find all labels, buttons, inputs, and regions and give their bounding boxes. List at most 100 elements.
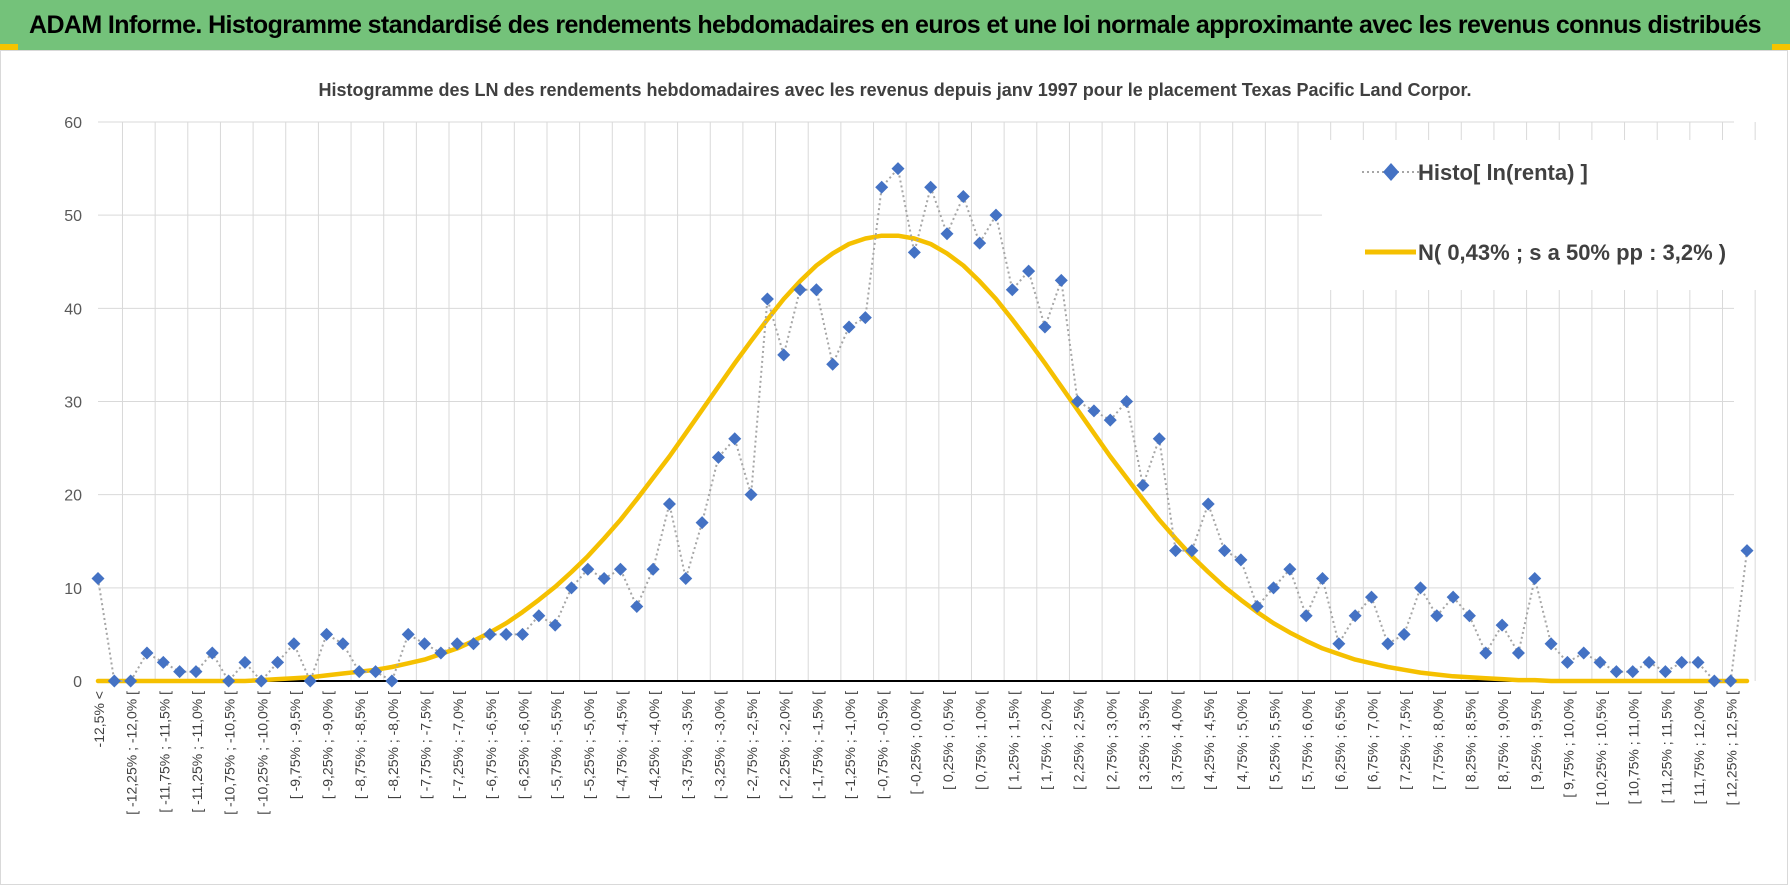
x-tick-label: [ 5,25% ; 5,5% [ [1267,691,1283,790]
histo-point [1413,581,1427,595]
histo-point [107,674,121,688]
x-tick-label: [ -8,75% ; -8,5% [ [352,691,368,799]
legend: Histo[ ln(renta) ] N( 0,43% ; s a 50% pp… [1322,140,1782,290]
chart-frame [0,50,1788,885]
x-tick-label: [ 7,75% ; 8,0% [ [1430,691,1446,790]
x-tick-label: [ 10,25% ; 10,5% [ [1593,691,1609,806]
histo-point [1528,572,1542,586]
histo-point [156,655,170,669]
histo-point [369,665,383,679]
y-tick-label: 20 [64,488,82,505]
legend-background [1322,140,1782,290]
histo-point [1087,404,1101,418]
histo-point [809,283,823,297]
histo-point [1511,646,1525,660]
x-tick-label: [ 7,25% ; 7,5% [ [1397,691,1413,790]
y-tick-label: 10 [64,581,82,598]
legend-histo-marker [1383,163,1399,181]
histo-point [1446,590,1460,604]
histo-point [91,572,105,586]
histo-point [1054,273,1068,287]
histo-point [1250,599,1264,613]
histo-point [499,627,513,641]
x-tick-label: [ 8,25% ; 8,5% [ [1462,691,1478,790]
x-tick-label: [ -7,25% ; -7,0% [ [450,691,466,799]
x-tick-label: [ 0,75% ; 1,0% [ [973,691,989,790]
histo-point [320,627,334,641]
histo-point [548,618,562,632]
corner-accent-right [1772,44,1790,50]
histo-point [711,450,725,464]
histo-point [254,674,268,688]
legend-normal-label: N( 0,43% ; s a 50% pp : 3,2% ) [1418,240,1726,265]
histo-point [303,674,317,688]
histo-point [940,227,954,241]
histo-point [826,357,840,371]
y-tick-label: 60 [64,115,82,132]
histo-point [189,665,203,679]
histo-point [581,562,595,576]
x-tick-label: [ -4,75% ; -4,5% [ [613,691,629,799]
x-tick-label: [ -4,25% ; -4,0% [ [646,691,662,799]
histo-point [1658,665,1672,679]
histo-point [1479,646,1493,660]
x-tick-label: [ -8,25% ; -8,0% [ [385,691,401,799]
legend-histo-label: Histo[ ln(renta) ] [1418,160,1588,185]
x-tick-label: [ 2,75% ; 3,0% [ [1103,691,1119,790]
x-tick-label: [ -1,25% ; -1,0% [ [842,691,858,799]
x-tick-label: [ 1,75% ; 2,0% [ [1038,691,1054,790]
banner-title: ADAM Informe. Histogramme standardisé de… [29,11,1762,39]
histo-point [140,646,154,660]
histo-point [793,283,807,297]
corner-accent-left [0,44,18,50]
x-tick-label: [ 6,25% ; 6,5% [ [1332,691,1348,790]
histo-point [564,581,578,595]
histo-point [924,180,938,194]
histo-point [1005,283,1019,297]
histo-point [532,609,546,623]
histo-point [385,674,399,688]
histo-point [1740,544,1754,558]
histo-point [450,637,464,651]
histo-point [907,245,921,259]
histo-point [1316,572,1330,586]
histo-point [1185,544,1199,558]
histo-point [1609,665,1623,679]
series-normal-curve [95,233,1750,684]
histo-point [1283,562,1297,576]
x-tick-label: [ 9,25% ; 9,5% [ [1528,691,1544,790]
histo-point [1430,609,1444,623]
x-tick-label: [ 11,25% ; 11,5% [ [1658,691,1674,803]
histo-point [1381,637,1395,651]
histo-point [1299,609,1313,623]
x-tick-label: [ -2,25% ; -2,0% [ [777,691,793,799]
x-tick-label: [ 3,75% ; 4,0% [ [1169,691,1185,790]
histo-point [515,627,529,641]
histo-point [597,572,611,586]
histo-point [1218,544,1232,558]
histo-point [1267,581,1281,595]
histo-point [1103,413,1117,427]
histo-point [760,292,774,306]
histo-point [1332,637,1346,651]
histo-point [1544,637,1558,651]
series-histogram [91,162,1754,688]
histo-point [1071,395,1085,408]
histo-point [1495,618,1509,632]
x-tick-label: [ -10,75% ; -10,5% [ [222,691,238,815]
histo-point [124,674,138,688]
histo-point [777,348,791,362]
histo-point [1462,609,1476,623]
x-tick-label: [ 1,25% ; 1,5% [ [1005,691,1021,790]
histo-point [973,236,987,250]
histo-point [728,432,742,446]
x-tick-label: [ 0,25% ; 0,5% [ [940,691,956,790]
histo-point [1593,655,1607,669]
x-tick-label: [ 8,75% ; 9,0% [ [1495,691,1511,790]
x-tick-label: [ -9,75% ; -9,5% [ [287,691,303,799]
x-tick-label: [ -3,25% ; -3,0% [ [711,691,727,799]
histo-point [1136,478,1150,492]
histo-point [222,674,236,688]
histo-point [630,599,644,613]
